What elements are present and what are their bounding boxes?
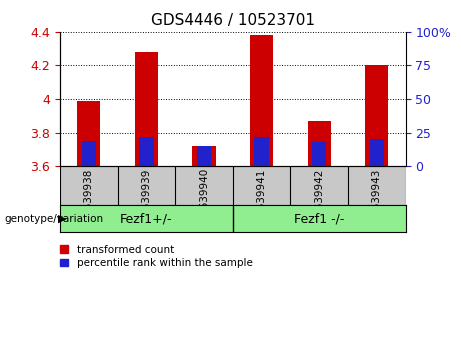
Bar <box>193 146 216 166</box>
Legend: transformed count, percentile rank within the sample: transformed count, percentile rank withi… <box>56 241 257 272</box>
Bar <box>197 146 211 166</box>
Bar <box>370 139 384 166</box>
Bar <box>308 121 331 166</box>
Title: GDS4446 / 10523701: GDS4446 / 10523701 <box>151 13 315 28</box>
Text: ▶: ▶ <box>58 213 66 224</box>
Bar <box>82 141 96 166</box>
Text: Fezf1+/-: Fezf1+/- <box>120 212 172 225</box>
Text: GSM639940: GSM639940 <box>199 168 209 232</box>
Text: GSM639938: GSM639938 <box>84 168 94 232</box>
Bar <box>250 35 273 166</box>
Text: GSM639939: GSM639939 <box>142 168 151 232</box>
Text: GSM639943: GSM639943 <box>372 168 382 232</box>
Text: genotype/variation: genotype/variation <box>5 213 104 224</box>
Bar <box>135 52 158 166</box>
Bar <box>254 137 269 166</box>
Text: GSM639941: GSM639941 <box>257 168 266 232</box>
Bar <box>77 101 100 166</box>
Bar <box>365 65 388 166</box>
Text: GSM639942: GSM639942 <box>314 168 324 232</box>
Bar <box>139 137 154 166</box>
Text: Fezf1 -/-: Fezf1 -/- <box>294 212 344 225</box>
Bar <box>312 142 326 166</box>
